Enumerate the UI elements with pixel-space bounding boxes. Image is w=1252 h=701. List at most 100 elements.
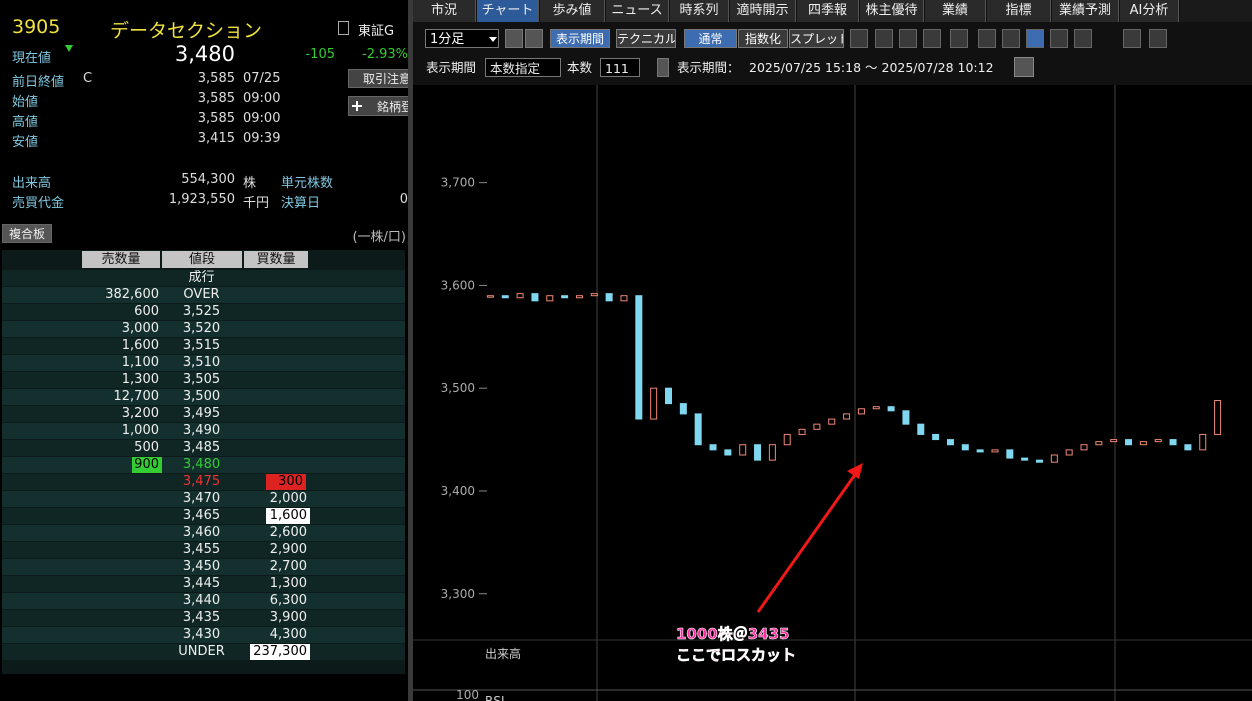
candle <box>1036 459 1043 463</box>
interval-select[interactable]: 1分足 <box>425 29 499 48</box>
detail-value: 3,585 <box>197 91 235 106</box>
book-cell: 2,700 <box>269 559 307 574</box>
book-cell: 3,490 <box>182 423 221 438</box>
candle <box>932 433 940 441</box>
book-cell: 3,525 <box>182 304 221 319</box>
candle <box>1184 444 1192 451</box>
reset-button[interactable] <box>1014 57 1034 77</box>
candle <box>1125 439 1133 446</box>
tool-icon[interactable] <box>899 29 917 48</box>
toolbar-button[interactable]: 表示期間 <box>550 29 610 48</box>
toolbar-button[interactable]: 通常 <box>684 29 737 48</box>
caution-button[interactable]: 取引注意 <box>348 69 408 88</box>
tab[interactable]: 四季報 <box>797 0 859 22</box>
period-range: 2025/07/25 15:18 ～ 2025/07/28 10:12 <box>749 60 994 75</box>
stock-code: 3905 <box>12 16 61 38</box>
volume-label: 出来高 <box>12 176 52 191</box>
candle <box>605 293 613 302</box>
tab[interactable]: 指標 <box>987 0 1051 22</box>
change: -105 <box>305 47 335 62</box>
toolbar-button[interactable]: テクニカル <box>616 29 676 48</box>
toolbar-button[interactable]: スプレッド <box>789 29 844 48</box>
candle <box>590 293 598 297</box>
book-row <box>2 576 405 592</box>
candle <box>709 444 717 451</box>
period-mode[interactable]: 本数指定 <box>485 58 561 77</box>
candle <box>575 295 583 299</box>
detail-value: 3,585 <box>197 71 235 86</box>
count-spin[interactable] <box>657 58 669 77</box>
book-cell: 3,470 <box>182 491 221 506</box>
board-button[interactable]: 複合板 <box>2 224 52 243</box>
candle <box>1006 449 1014 459</box>
tool-icon[interactable] <box>875 29 893 48</box>
toolbar-button[interactable]: 指数化 <box>738 29 788 48</box>
candle <box>1065 449 1073 456</box>
down-arrow <box>65 45 73 52</box>
book-cell: 2,900 <box>269 542 307 557</box>
candle <box>917 423 925 435</box>
period-count-label: 本数 <box>567 60 593 75</box>
book-cell: 3,485 <box>182 440 221 455</box>
tool-icon[interactable] <box>1002 29 1020 48</box>
plus-v <box>356 101 358 111</box>
tool-icon[interactable] <box>850 29 868 48</box>
y-tick-label: 3,700 <box>441 176 475 190</box>
book-cell: OVER <box>183 287 220 302</box>
tab[interactable]: チャート <box>477 0 539 22</box>
tab[interactable]: AI分析 <box>1120 0 1179 22</box>
arrow-shaft <box>756 468 861 613</box>
tool-icon[interactable] <box>1026 29 1044 48</box>
book-row <box>2 372 405 388</box>
book-cell: 6,300 <box>269 593 307 608</box>
tool-icon[interactable] <box>923 29 941 48</box>
tool-icon[interactable] <box>1074 29 1092 48</box>
tool-icon[interactable] <box>1123 29 1141 48</box>
change-pct: -2.93% <box>362 47 408 62</box>
tab-strip-fill <box>1180 0 1252 22</box>
turnover-side-label: 決算日 <box>281 196 321 211</box>
candle <box>991 449 999 453</box>
book-row <box>2 270 405 286</box>
candle <box>1169 439 1177 446</box>
next-button[interactable] <box>525 29 543 48</box>
tab[interactable]: 市況 <box>413 0 476 22</box>
tool-icon[interactable] <box>978 29 996 48</box>
volume-unit: 株 <box>243 176 257 191</box>
candle <box>1214 400 1222 435</box>
tab[interactable]: 歩み値 <box>540 0 605 22</box>
book-cell: 3,480 <box>182 457 221 472</box>
tab[interactable]: 時系列 <box>670 0 729 22</box>
book-row <box>2 406 405 422</box>
tab[interactable]: 業績予測 <box>1052 0 1119 22</box>
candle <box>1110 439 1118 443</box>
book-cell: 3,510 <box>182 355 221 370</box>
tool-icon[interactable] <box>950 29 968 48</box>
tab[interactable]: ニュース <box>606 0 669 22</box>
book-header: 買数量 <box>244 251 308 268</box>
book-cell: 3,500 <box>182 389 221 404</box>
book-row <box>2 338 405 354</box>
prev-button[interactable] <box>505 29 523 48</box>
candle <box>486 295 494 298</box>
period-count[interactable]: 111 <box>600 58 640 77</box>
candle <box>1080 444 1088 451</box>
tab[interactable]: 適時開示 <box>730 0 796 22</box>
book-cell: 3,460 <box>182 525 221 540</box>
book-cell: 1,600 <box>266 508 310 524</box>
chart: 3,300 3,400 3,500 3,600 3,700 1000株＠3435 ここでロス… <box>413 85 1252 701</box>
detail-flag: C <box>83 71 93 86</box>
price: 3,480 <box>174 42 235 66</box>
doc-icon <box>338 21 349 35</box>
register-button[interactable]: 銘柄登録 <box>348 96 408 116</box>
book-row <box>2 321 405 337</box>
tab[interactable]: 株主優待 <box>860 0 924 22</box>
tool-icon[interactable] <box>1149 29 1167 48</box>
tab[interactable]: 業績 <box>925 0 986 22</box>
y-tick-label: 3,500 <box>441 381 475 395</box>
book-row <box>2 304 405 320</box>
tool-icon[interactable] <box>1050 29 1068 48</box>
detail-label: 始値 <box>12 95 39 110</box>
candle <box>857 408 865 415</box>
